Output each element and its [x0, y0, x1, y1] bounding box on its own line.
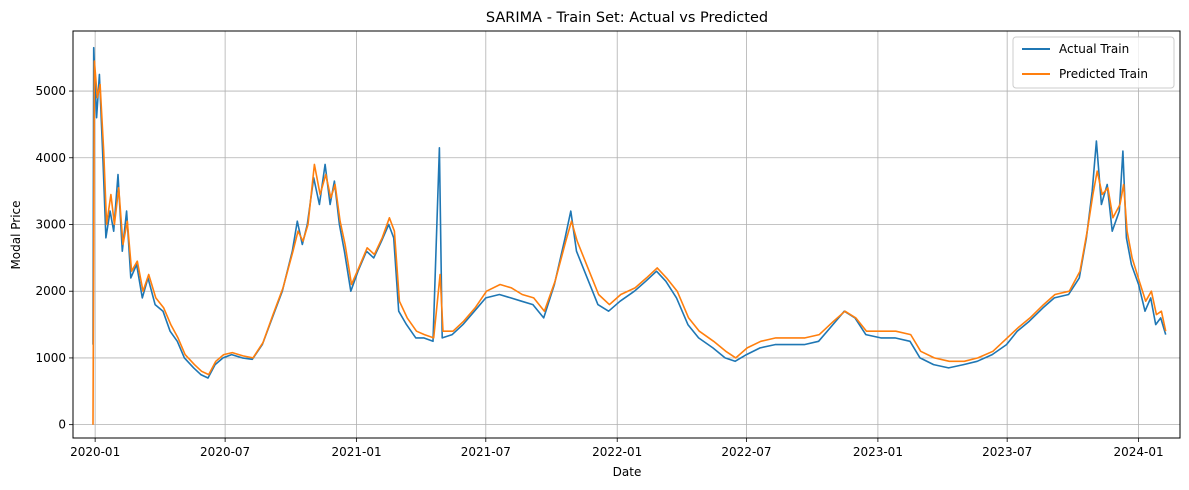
grid-lines: [73, 31, 1180, 438]
y-tick-label: 3000: [35, 217, 66, 231]
y-tick-label: 1000: [35, 351, 66, 365]
legend-frame: [1012, 36, 1175, 89]
chart-title: SARIMA - Train Set: Actual vs Predicted: [486, 10, 768, 26]
x-tick-label: 2022-07: [721, 445, 771, 459]
x-axis: 2020-01 2020-07 2021-01 2021-07 2022-01 2022-…: [70, 438, 1164, 459]
x-tick-label: 2020-07: [200, 445, 250, 459]
y-axis: 0 1000 2000 3000 4000 5000: [35, 84, 73, 432]
x-tick-label: 2023-07: [982, 445, 1032, 459]
x-tick-label: 2022-01: [592, 445, 642, 459]
y-tick-label: 0: [58, 418, 66, 432]
y-axis-label: Modal Price: [9, 200, 23, 269]
y-tick-label: 5000: [35, 84, 66, 98]
x-tick-label: 2023-01: [853, 445, 903, 459]
x-axis-label: Date: [613, 465, 642, 479]
x-tick-label: 2021-07: [461, 445, 511, 459]
legend-label-actual-train: Actual Train: [1059, 42, 1129, 56]
x-tick-label: 2021-01: [331, 445, 381, 459]
legend-label-predicted-train: Predicted Train: [1059, 67, 1148, 81]
legend: Actual Train Predicted Train: [1012, 36, 1175, 89]
series-layer: [92, 46, 1167, 425]
y-tick-label: 4000: [35, 151, 66, 165]
y-tick-label: 2000: [35, 284, 66, 298]
plot-area: [72, 30, 1181, 439]
x-tick-label: 2020-01: [70, 445, 120, 459]
series-line-predicted-train: [92, 60, 1167, 425]
x-tick-label: 2024-01: [1114, 445, 1164, 459]
series-line-actual-train: [92, 46, 1167, 379]
